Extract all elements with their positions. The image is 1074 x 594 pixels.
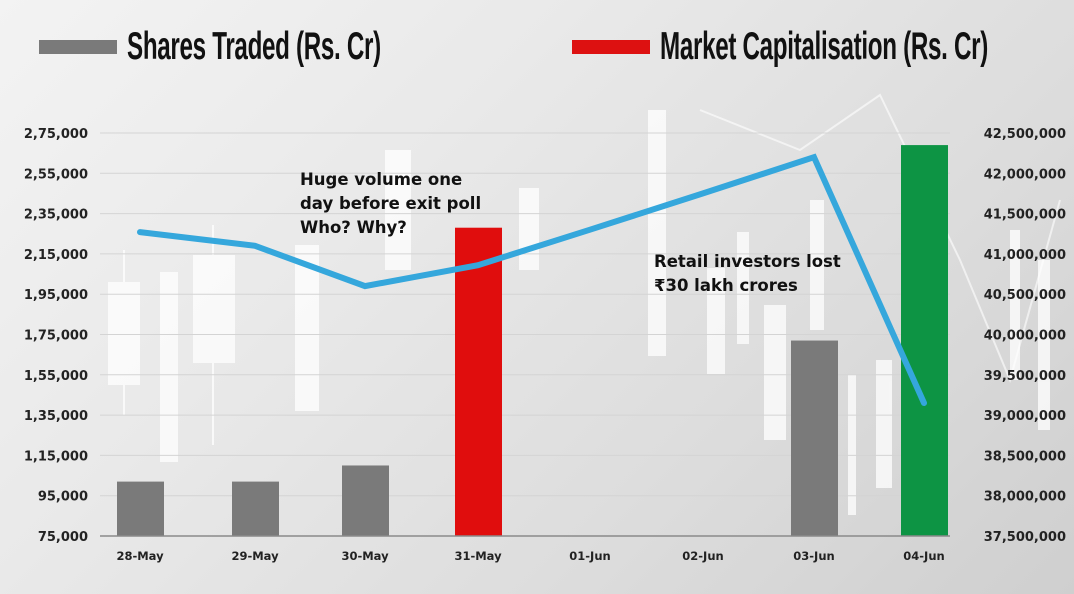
left-tick-label: 2,55,000	[24, 167, 88, 182]
left-tick-label: 75,000	[38, 530, 88, 545]
bar-30-May	[342, 465, 389, 536]
left-tick-label: 2,15,000	[24, 248, 88, 263]
right-tick-label: 42,500,000	[984, 127, 1066, 142]
x-tick-label: 04-Jun	[903, 549, 944, 563]
right-tick-label: 42,000,000	[984, 167, 1066, 182]
left-tick-label: 2,75,000	[24, 127, 88, 142]
bars	[117, 145, 948, 536]
x-tick-label: 29-May	[231, 549, 279, 563]
bar-03-Jun	[791, 340, 838, 536]
right-tick-label: 41,000,000	[984, 248, 1066, 263]
left-tick-label: 95,000	[38, 490, 88, 505]
right-tick-label: 39,000,000	[984, 409, 1066, 424]
bar-31-May	[455, 227, 502, 536]
annotation-line: Retail investors lost	[654, 252, 841, 271]
x-tick-label: 03-Jun	[793, 549, 834, 563]
annotation-line: Who? Why?	[300, 218, 407, 237]
legend-label-shares: Shares Traded (Rs. Cr)	[127, 25, 381, 68]
annotation-retail-loss: Retail investors lost ₹30 lakh crores	[654, 250, 841, 298]
left-tick-label: 1,95,000	[24, 288, 88, 303]
right-tick-label: 41,500,000	[984, 208, 1066, 223]
left-tick-label: 1,35,000	[24, 409, 88, 424]
x-tick-label: 01-Jun	[569, 549, 610, 563]
legend-market-cap: Market Capitalisation (Rs. Cr)	[572, 22, 1074, 72]
bar-04-Jun	[901, 145, 948, 536]
right-tick-label: 39,500,000	[984, 369, 1066, 384]
left-tick-label: 1,75,000	[24, 329, 88, 344]
x-axis-ticks: 28-May 29-May 30-May 31-May 01-Jun 02-Jun 03-J…	[116, 549, 944, 563]
x-tick-label: 02-Jun	[682, 549, 723, 563]
left-tick-label: 2,35,000	[24, 208, 88, 223]
left-tick-label: 1,55,000	[24, 369, 88, 384]
left-axis-ticks: 75,000 95,000 1,15,000 1,35,000 1,55,000 1,75…	[24, 127, 88, 545]
right-tick-label: 38,500,000	[984, 449, 1066, 464]
market-cap-line	[137, 153, 927, 406]
right-tick-label: 37,500,000	[984, 530, 1066, 545]
legend-label-mcap: Market Capitalisation (Rs. Cr)	[660, 25, 988, 68]
legend-swatch-red	[572, 40, 650, 54]
right-axis-ticks: 37,500,000 38,000,000 38,500,000 39,000,000…	[984, 127, 1066, 545]
legend-swatch-gray	[39, 40, 117, 54]
x-tick-label: 28-May	[116, 549, 164, 563]
bar-29-May	[232, 481, 279, 536]
right-tick-label: 40,500,000	[984, 288, 1066, 303]
legend-shares-traded: Shares Traded (Rs. Cr)	[39, 22, 536, 72]
annotation-huge-volume: Huge volume one day before exit poll Who…	[300, 168, 481, 240]
x-tick-label: 30-May	[341, 549, 389, 563]
bar-28-May	[117, 481, 164, 536]
annotation-line: Huge volume one	[300, 170, 463, 189]
left-tick-label: 1,15,000	[24, 449, 88, 464]
annotation-line: day before exit poll	[300, 194, 482, 213]
annotation-line: ₹30 lakh crores	[654, 276, 798, 295]
right-tick-label: 40,000,000	[984, 329, 1066, 344]
x-tick-label: 31-May	[454, 549, 502, 563]
right-tick-label: 38,000,000	[984, 490, 1066, 505]
